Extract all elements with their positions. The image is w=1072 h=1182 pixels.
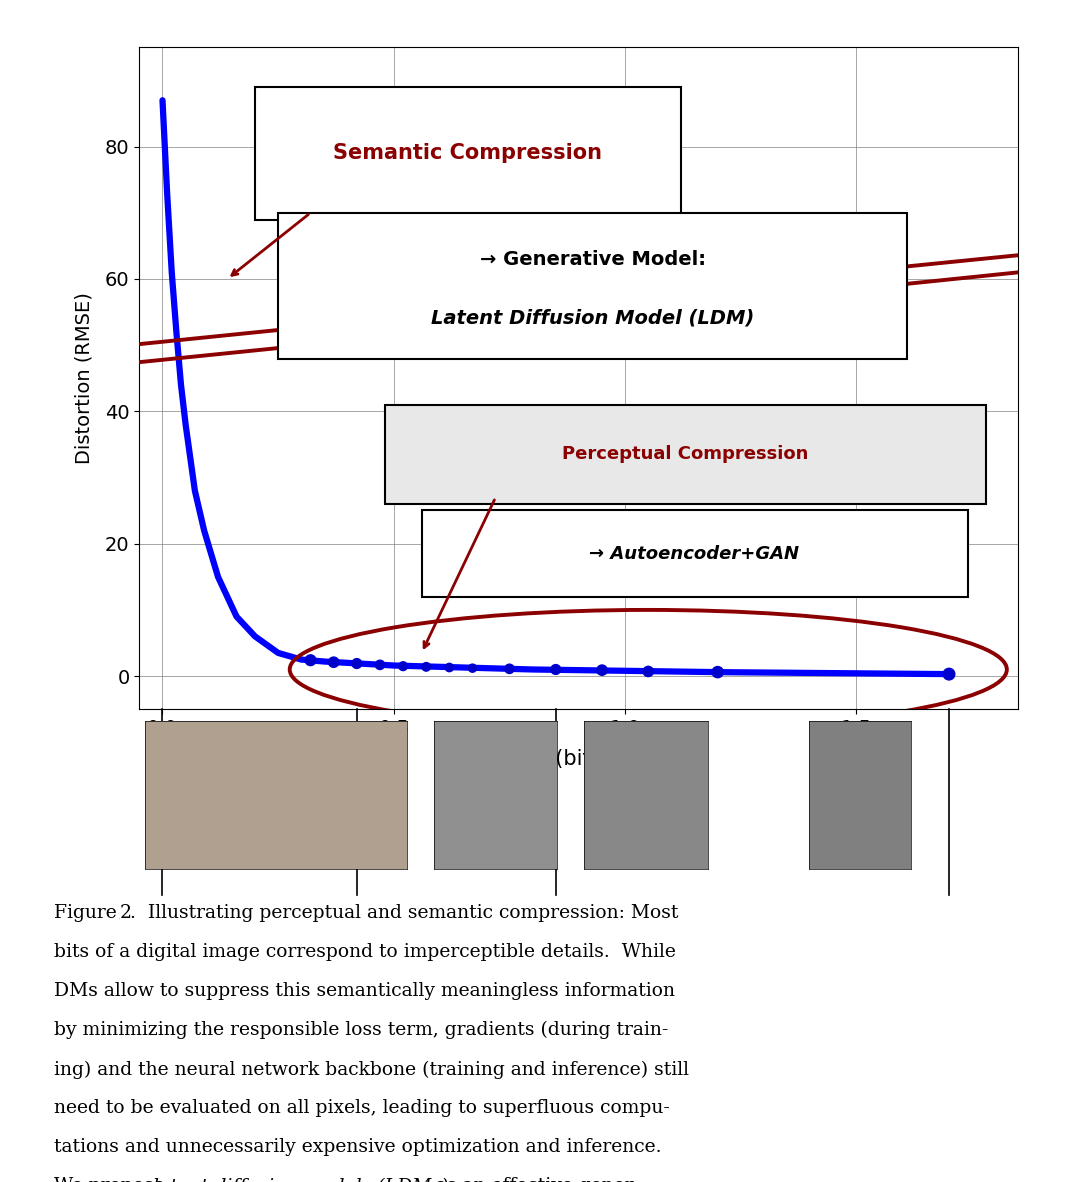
Text: Semantic Compression: Semantic Compression bbox=[333, 143, 602, 163]
Text: latent diffusion models (LDMs): latent diffusion models (LDMs) bbox=[153, 1177, 449, 1182]
Text: DMs allow to suppress this semantically meaningless information: DMs allow to suppress this semantically … bbox=[54, 982, 674, 1000]
X-axis label: Rate (bits/dim): Rate (bits/dim) bbox=[502, 749, 656, 769]
Point bbox=[501, 660, 518, 678]
Text: by minimizing the responsible loss term, gradients (during train-: by minimizing the responsible loss term,… bbox=[54, 1021, 668, 1039]
Text: → Autoencoder+GAN: → Autoencoder+GAN bbox=[590, 545, 800, 563]
Text: ing) and the neural network backbone (training and inference) still: ing) and the neural network backbone (tr… bbox=[54, 1060, 688, 1078]
FancyBboxPatch shape bbox=[255, 86, 681, 220]
Text: need to be evaluated on all pixels, leading to superfluous compu-: need to be evaluated on all pixels, lead… bbox=[54, 1099, 670, 1117]
Point bbox=[325, 652, 342, 671]
FancyBboxPatch shape bbox=[385, 404, 986, 505]
Point bbox=[594, 661, 611, 680]
Point bbox=[640, 662, 657, 681]
Text: Latent Diffusion Model (LDM): Latent Diffusion Model (LDM) bbox=[431, 309, 755, 327]
Point bbox=[547, 660, 564, 678]
Text: tations and unnecessarily expensive optimization and inference.: tations and unnecessarily expensive opti… bbox=[54, 1138, 661, 1156]
Text: bits of a digital image correspond to imperceptible details.  While: bits of a digital image correspond to im… bbox=[54, 943, 675, 961]
Point bbox=[394, 657, 412, 676]
Point bbox=[371, 655, 388, 674]
FancyBboxPatch shape bbox=[278, 213, 907, 358]
Point bbox=[441, 658, 458, 677]
Text: .  Illustrating perceptual and semantic compression: Most: . Illustrating perceptual and semantic c… bbox=[130, 904, 679, 922]
Point bbox=[418, 657, 435, 676]
Point bbox=[302, 651, 319, 670]
Text: Figure: Figure bbox=[54, 904, 122, 922]
Text: → Generative Model:: → Generative Model: bbox=[480, 249, 705, 268]
Text: Perceptual Compression: Perceptual Compression bbox=[562, 446, 808, 463]
Point bbox=[348, 654, 366, 673]
Y-axis label: Distortion (RMSE): Distortion (RMSE) bbox=[75, 292, 94, 465]
Point bbox=[940, 664, 957, 683]
Text: as an effective gener-: as an effective gener- bbox=[430, 1177, 640, 1182]
Text: We propose: We propose bbox=[54, 1177, 170, 1182]
FancyBboxPatch shape bbox=[421, 511, 968, 597]
Text: 2: 2 bbox=[120, 904, 132, 922]
Point bbox=[464, 658, 481, 677]
Point bbox=[709, 663, 726, 682]
